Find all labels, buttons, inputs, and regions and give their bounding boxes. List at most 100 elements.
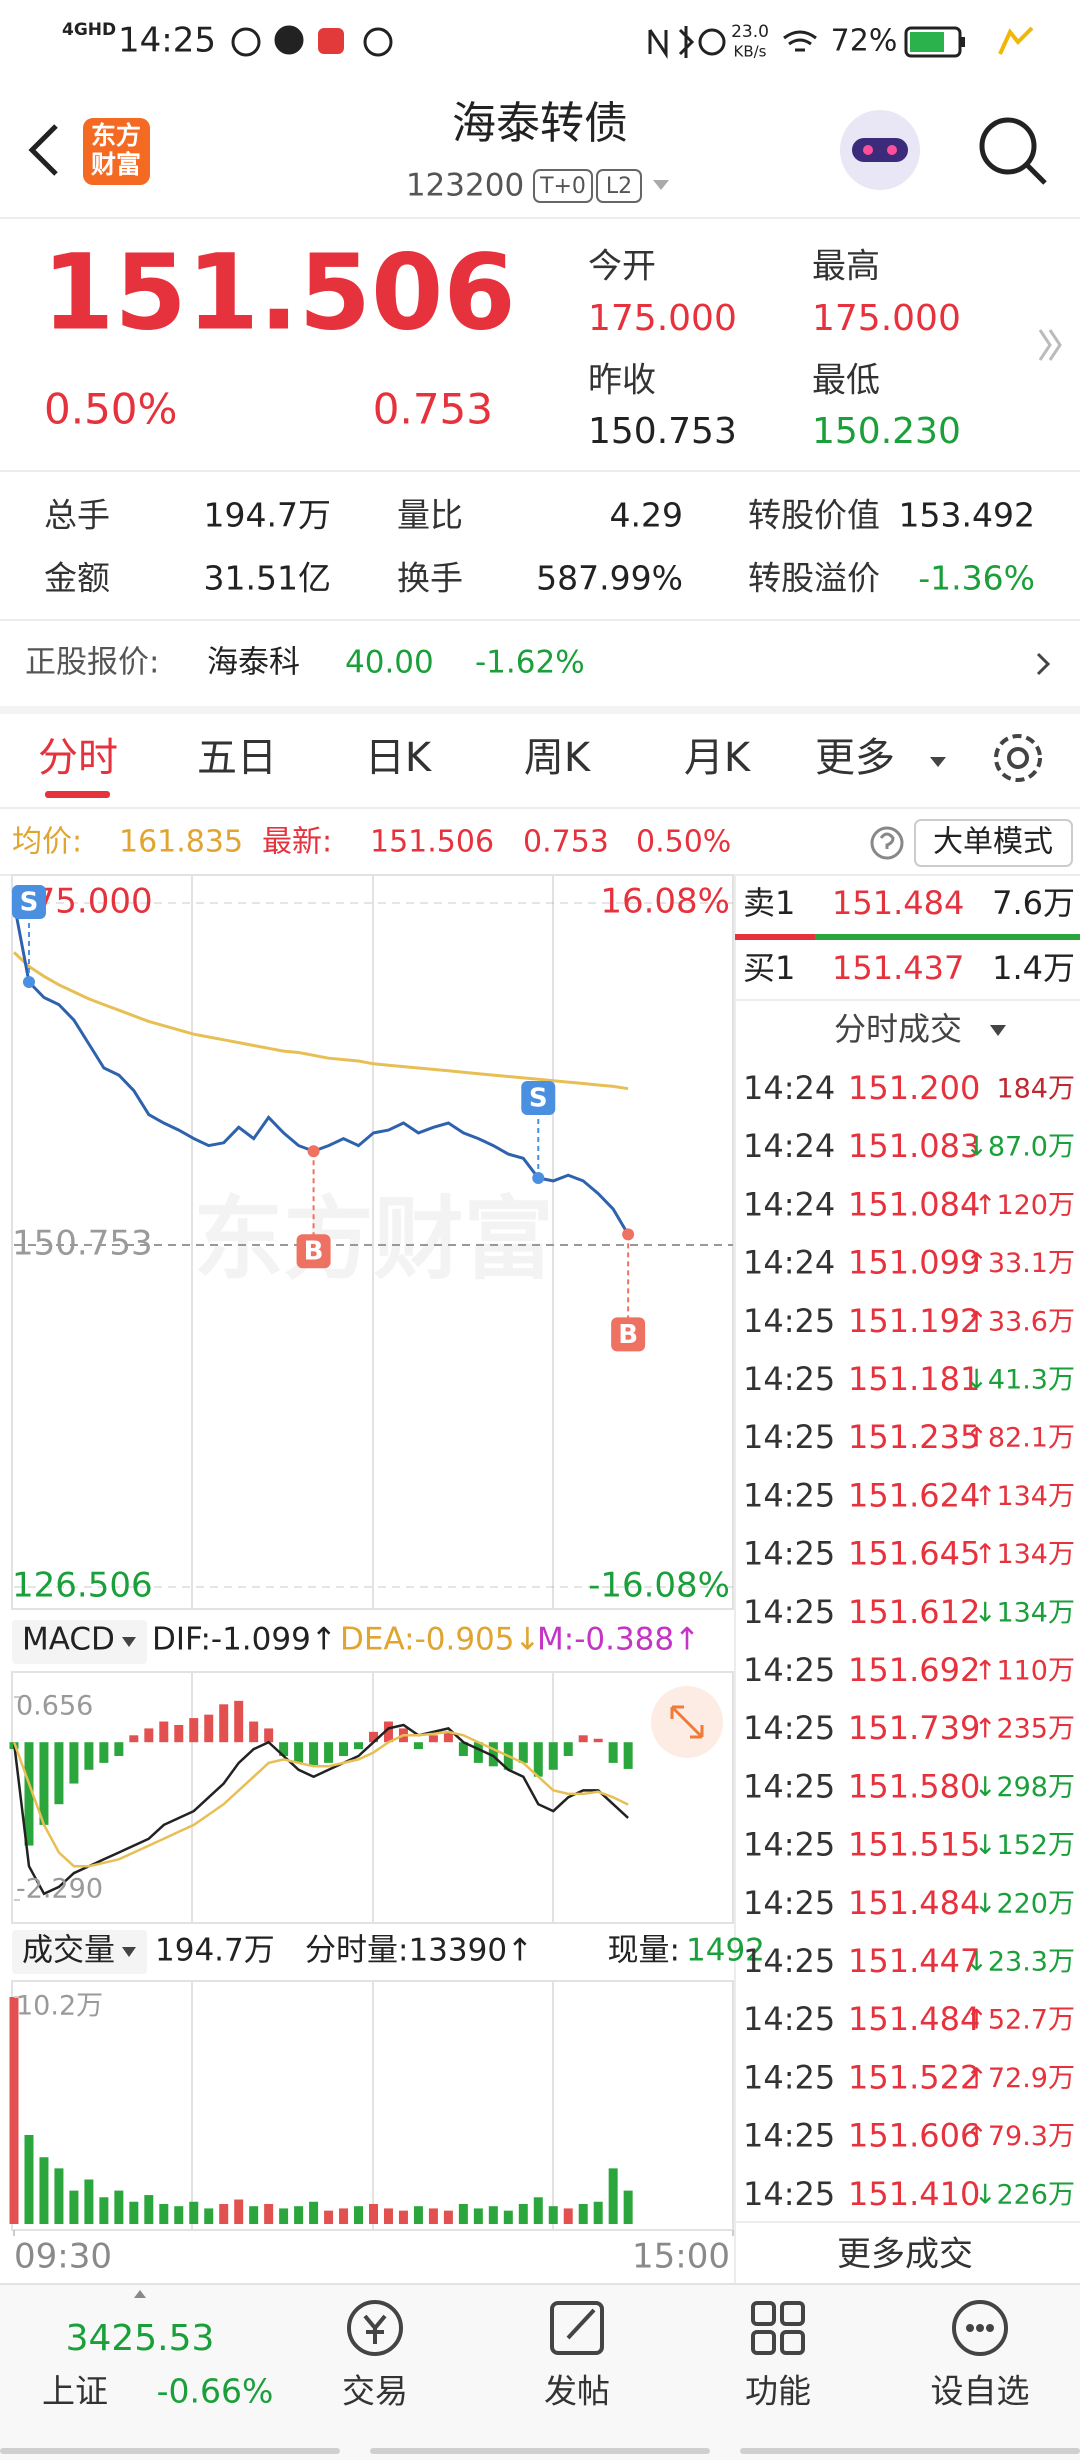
trade-volume: ↑79.3万 <box>965 2121 1075 2152</box>
trade-price: 151.515 <box>848 1826 980 1864</box>
indicator-value: M:-0.388↑ <box>537 1622 700 1658</box>
back-button[interactable] <box>28 124 58 176</box>
trade-price: 151.739 <box>848 1709 980 1747</box>
marker-point <box>532 1172 545 1185</box>
help-icon[interactable] <box>870 826 904 860</box>
stat-value: 153.492 <box>899 496 1035 535</box>
marker-label: B <box>618 1320 638 1350</box>
bar <box>69 1742 79 1784</box>
bar <box>383 2208 393 2224</box>
bar <box>503 2210 513 2224</box>
trade-volume: ↑110万 <box>974 1656 1075 1687</box>
fullscreen-button[interactable] <box>651 1686 723 1758</box>
nav-icons[interactable] <box>347 2300 1008 2356</box>
order-side: 买1 <box>743 949 795 987</box>
bar <box>324 1742 334 1763</box>
bar <box>578 2203 588 2224</box>
bar <box>608 1742 618 1763</box>
more-trades[interactable]: 更多成交 <box>837 2235 973 2275</box>
bar <box>473 2208 483 2224</box>
bar <box>219 2203 229 2224</box>
trade-time: 14:25 <box>743 1360 835 1398</box>
tab[interactable]: 日K <box>365 735 433 781</box>
tab[interactable]: 更多 <box>815 735 895 781</box>
trade-price: 151.484 <box>848 2000 980 2038</box>
bar <box>488 2206 498 2224</box>
field-value: 150.230 <box>812 411 961 452</box>
indicator-line <box>12 1730 629 1868</box>
latest-label: 最新: <box>262 825 332 860</box>
stat-label: 转股价值 <box>748 496 880 535</box>
trade-price: 151.181 <box>848 1360 980 1398</box>
tab-dropdown <box>930 757 946 767</box>
bar <box>39 1742 49 1825</box>
bar <box>234 1700 244 1743</box>
order-ratio-buy <box>815 934 1080 940</box>
bar <box>608 2168 618 2224</box>
index-change[interactable]: -0.66% <box>157 2372 274 2411</box>
mode-label[interactable]: 大单模式 <box>933 825 1053 860</box>
stock-arrow[interactable] <box>1036 652 1051 676</box>
bar <box>234 2199 244 2224</box>
marker-label: S <box>529 1084 548 1114</box>
trade-price: 151.580 <box>848 1767 980 1805</box>
trade-time: 14:25 <box>743 1418 835 1456</box>
trades-title[interactable]: 分时成交 <box>834 1010 962 1048</box>
bar <box>114 1742 124 1756</box>
bar <box>99 1742 109 1763</box>
bar <box>548 1742 558 1770</box>
y2-tick-label: 16.08% <box>600 882 730 922</box>
index-value[interactable]: 3425.53 <box>66 2318 215 2359</box>
nav-item[interactable]: 发帖 <box>544 2372 610 2411</box>
trade-volume: ↑52.7万 <box>965 2005 1075 2036</box>
trade-price: 151.447 <box>848 1942 980 1980</box>
stock-code: 123200 <box>406 168 524 204</box>
trade-time: 14:25 <box>743 2000 835 2038</box>
bar <box>99 2197 109 2224</box>
tab[interactable]: 月K <box>684 735 752 781</box>
indicator-select[interactable] <box>12 1930 147 1974</box>
bar <box>204 2208 214 2224</box>
trade-time: 14:25 <box>743 1535 835 1573</box>
tab[interactable]: 分时 <box>38 735 118 781</box>
settings-icon[interactable] <box>994 734 1042 782</box>
trade-time: 14:25 <box>743 1593 835 1631</box>
bar <box>339 1742 349 1756</box>
index-name[interactable]: 上证 <box>42 2372 108 2411</box>
tab[interactable]: 周K <box>524 735 592 781</box>
trade-time: 14:24 <box>743 1244 835 1282</box>
stat-value: 31.51亿 <box>204 559 331 598</box>
search-button[interactable] <box>979 117 1037 175</box>
x-tick-label: 15:00 <box>632 2237 730 2277</box>
stat-value: -1.36% <box>918 559 1035 598</box>
big-order-mode-button[interactable] <box>914 819 1073 867</box>
trade-price: 151.484 <box>848 1884 980 1922</box>
bar <box>204 1714 214 1743</box>
change-percent: 0.50% <box>44 385 177 434</box>
bar <box>593 2201 603 2224</box>
nav-item[interactable]: 交易 <box>342 2372 408 2411</box>
expand-chevron[interactable] <box>1038 329 1052 361</box>
trade-price: 151.200 <box>848 1069 980 1107</box>
nav-item[interactable]: 功能 <box>745 2372 811 2411</box>
bar <box>249 2206 259 2224</box>
nav-item[interactable]: 设自选 <box>931 2372 1030 2411</box>
bar <box>294 1742 304 1763</box>
trade-volume: ↑134万 <box>974 1539 1075 1570</box>
badge: L2 <box>606 174 632 199</box>
indicator-select[interactable] <box>12 1620 147 1664</box>
marker-badge <box>521 1081 556 1116</box>
indicator-name[interactable]: 成交量 <box>22 1933 115 1969</box>
home-indicator <box>0 2448 340 2454</box>
index-toggle[interactable] <box>134 2290 146 2298</box>
tab[interactable]: 五日 <box>197 735 277 781</box>
home-indicator <box>740 2448 1080 2454</box>
tab-underline <box>45 791 110 798</box>
trade-volume: ↑120万 <box>974 1190 1075 1221</box>
indicator-name[interactable]: MACD <box>22 1622 115 1658</box>
bar <box>324 2210 334 2224</box>
battery-level: 72% <box>831 24 898 59</box>
y-tick-label: -2.290 <box>16 1874 103 1905</box>
expand-chevron[interactable] <box>1048 329 1062 361</box>
